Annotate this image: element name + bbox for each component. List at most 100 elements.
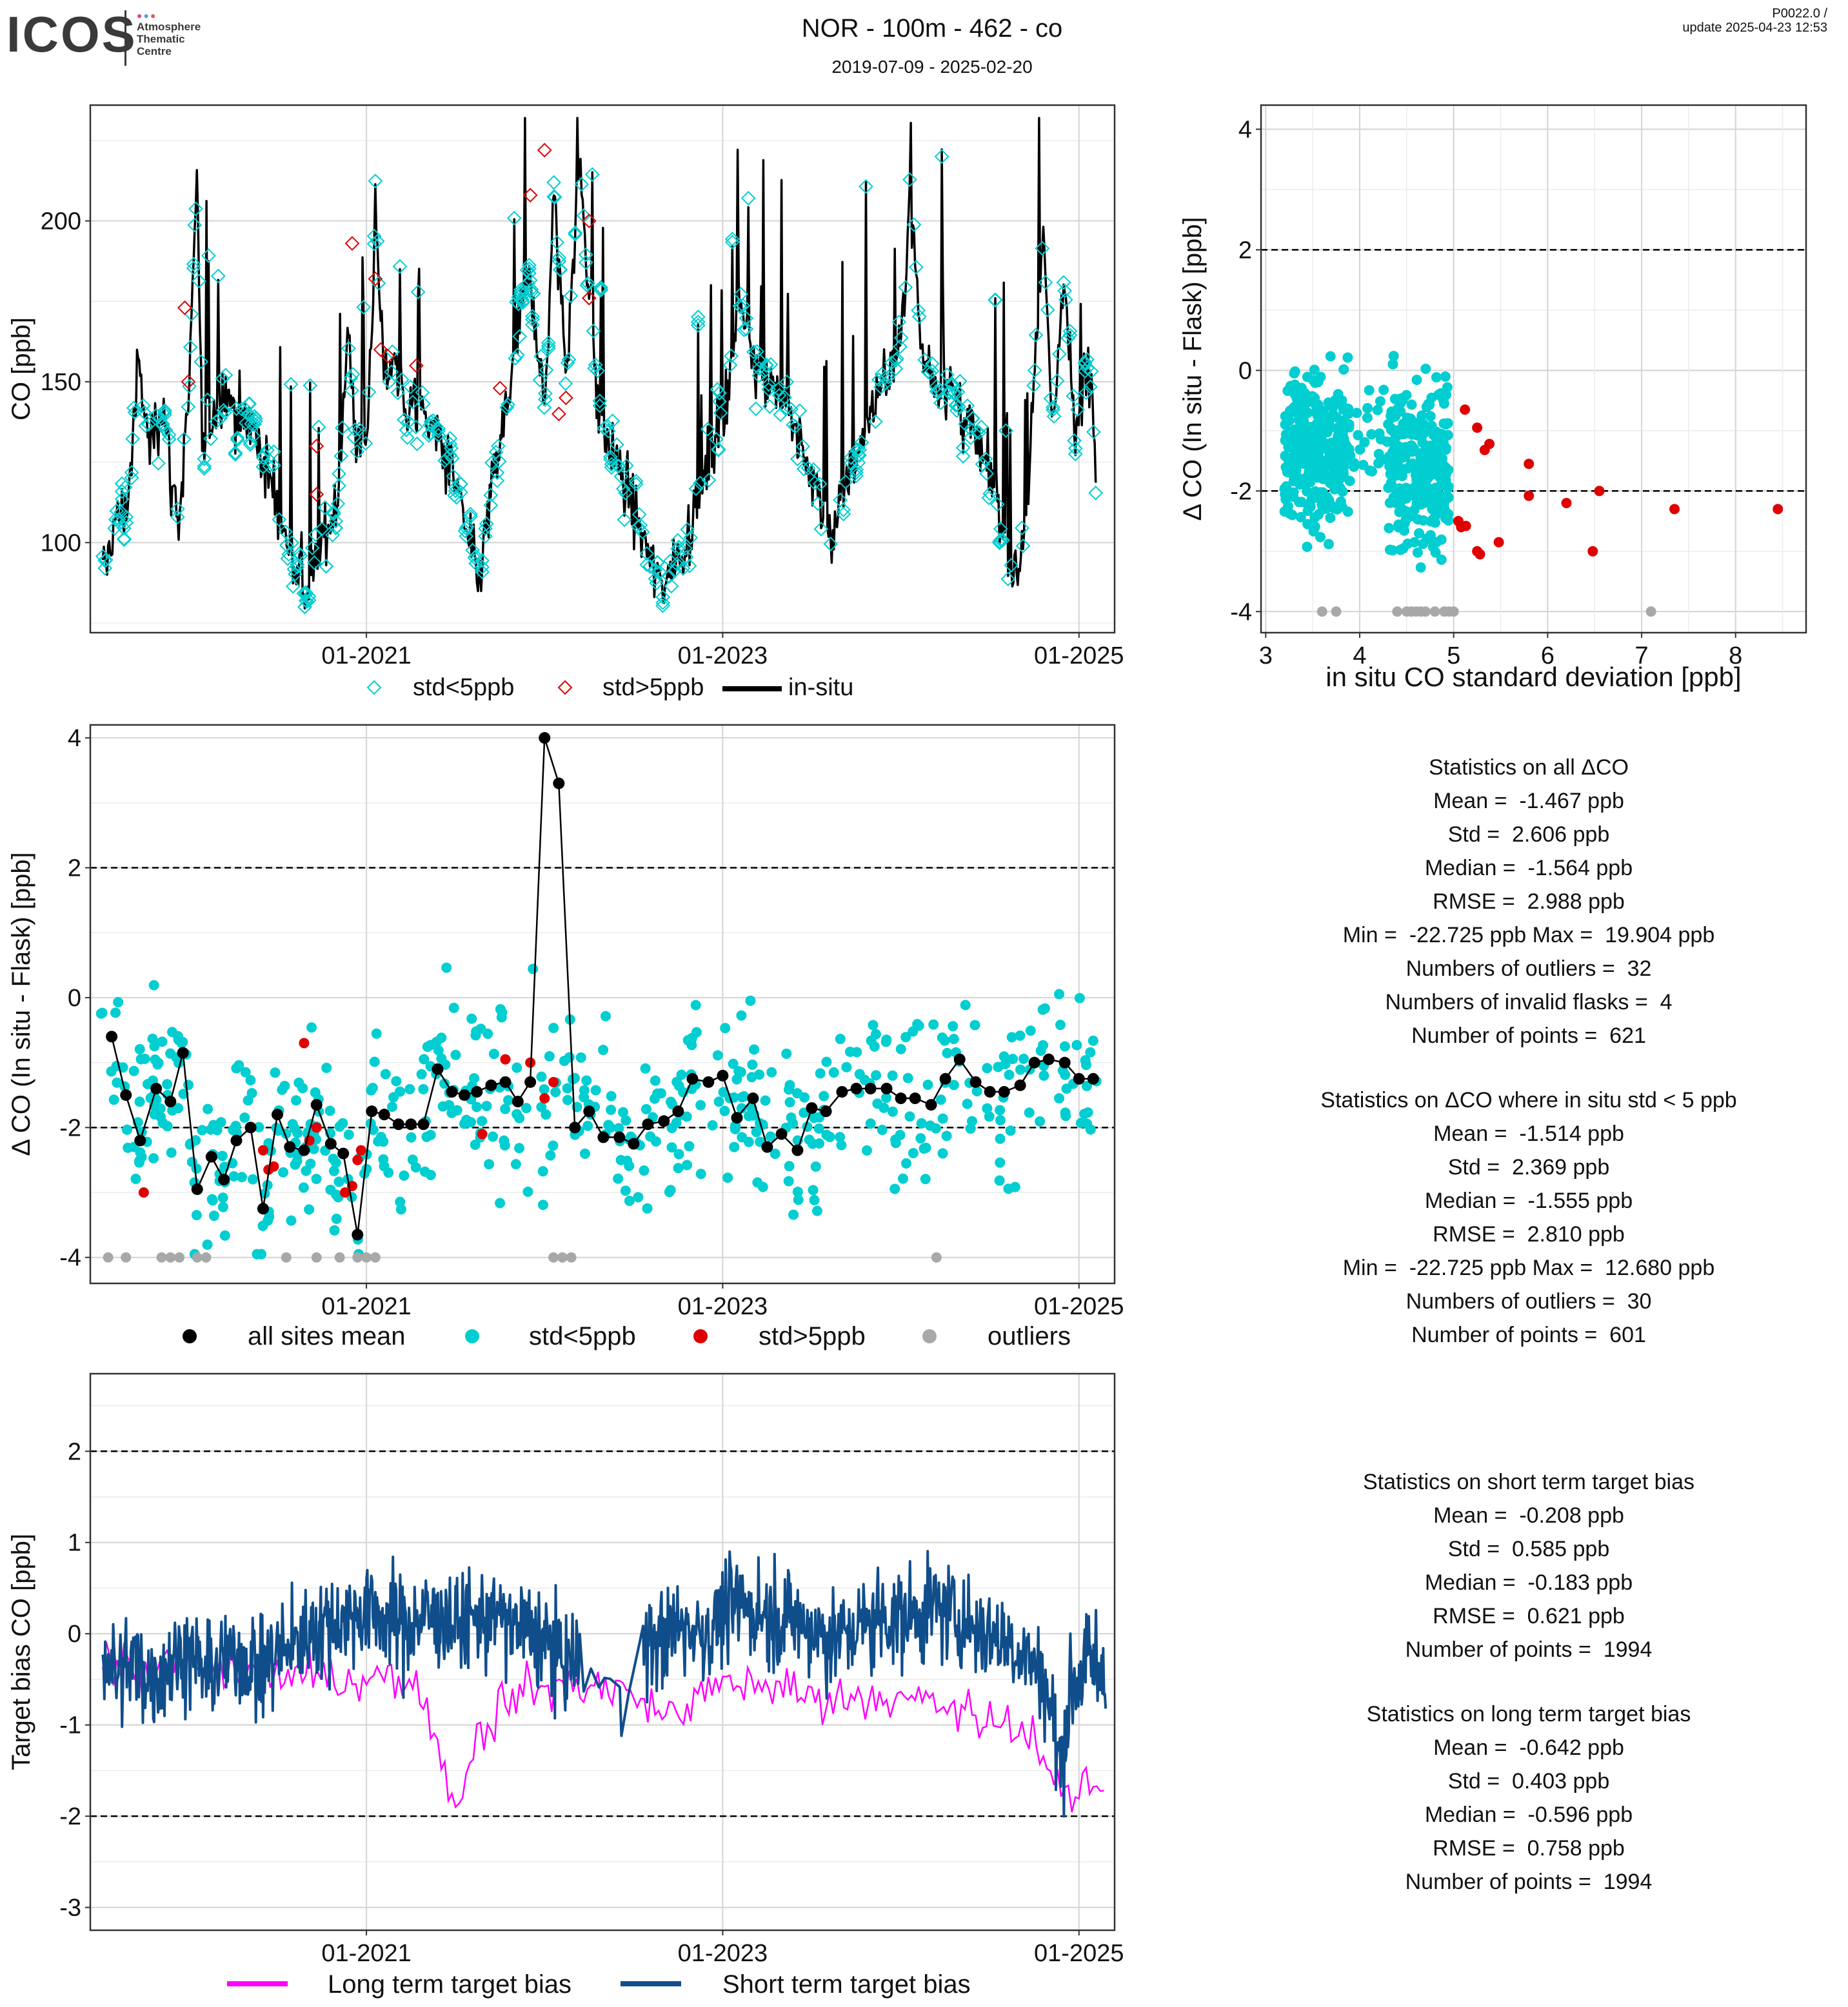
point-std-lt5 [545, 1150, 556, 1161]
panel-co_timeseries: 100 150 200 01-2021 01-2023 01-2025 CO [ppb] st… [7, 104, 1124, 701]
flask-std-lt5-marker [550, 235, 564, 250]
plot-area [1261, 105, 1806, 633]
point-std-lt5 [1387, 359, 1398, 370]
point-std-lt5 [119, 1081, 130, 1092]
stats-line: Median = -1.564 ppb [1424, 856, 1633, 880]
flask-std-lt5-marker [1070, 402, 1085, 417]
point-std-lt5 [361, 1163, 372, 1174]
stats-short-block: Statistics on short term target bias Mea… [1271, 1465, 1787, 1666]
point-std-lt5 [786, 1112, 797, 1123]
point-std-lt5 [809, 1194, 820, 1205]
point-mean [984, 1085, 996, 1098]
flask-std-lt5-marker [724, 232, 740, 247]
flask-std-gt5-marker [522, 188, 538, 203]
point-std-lt5 [1344, 419, 1355, 430]
flask-std-lt5-marker [299, 594, 315, 609]
flask-std-lt5-marker [806, 462, 821, 477]
logo-sub-line-3: Centre [137, 45, 172, 57]
point-std-lt5 [1337, 462, 1348, 473]
point-std-lt5 [913, 1020, 924, 1031]
point-std-lt5 [835, 1132, 846, 1143]
point-std-lt5 [186, 1156, 197, 1167]
point-mean [553, 777, 565, 789]
flask-std-lt5-marker [522, 273, 538, 288]
point-std-lt5 [1309, 364, 1320, 375]
flask-std-lt5-marker [244, 409, 259, 424]
point-std-lt5 [925, 1120, 936, 1131]
point-std-lt5 [728, 1058, 739, 1069]
legend-label-mean: all sites mean [248, 1322, 406, 1350]
flask-std-lt5-marker [186, 257, 201, 272]
point-std-lt5 [142, 1078, 153, 1089]
flask-std-lt5-marker [238, 415, 253, 431]
point-std-lt5 [747, 1059, 758, 1070]
flask-std-lt5-marker [670, 533, 686, 548]
point-mean [806, 1102, 818, 1114]
point-std-lt5 [431, 1036, 442, 1047]
flask-std-lt5-marker [690, 318, 706, 333]
flask-std-lt5-marker [280, 551, 295, 566]
flask-std-lt5-marker [609, 437, 624, 452]
flask-std-lt5-marker [95, 549, 110, 564]
point-std-lt5 [707, 1120, 718, 1131]
flask-std-lt5-marker [1066, 388, 1081, 404]
point-std-lt5 [606, 1104, 617, 1115]
flask-std-lt5-marker [155, 416, 170, 431]
flask-std-lt5-marker [459, 519, 475, 535]
legend-key-std-gt5 [557, 680, 573, 695]
flask-std-lt5-marker [230, 430, 245, 446]
legend-label-std-gt5: std>5ppb [602, 674, 704, 701]
point-std-lt5 [808, 1185, 819, 1196]
flask-std-lt5-marker [311, 419, 326, 435]
point-std-lt5 [1085, 1047, 1096, 1058]
flask-std-lt5-marker [849, 462, 864, 477]
flask-std-lt5-marker [982, 486, 998, 501]
flask-std-lt5-marker [593, 280, 608, 295]
y-tick-label: -2 [1230, 478, 1252, 505]
flask-std-lt5-marker [126, 400, 141, 416]
flask-std-lt5-marker [1014, 520, 1029, 536]
flask-std-lt5-marker [161, 427, 177, 442]
point-mean [499, 1076, 512, 1088]
point-std-lt5 [1382, 436, 1393, 447]
point-outlier [1331, 606, 1342, 617]
point-std-lt5 [880, 1092, 891, 1103]
point-std-lt5 [439, 1078, 450, 1089]
flask-std-lt5-marker [444, 440, 459, 456]
flask-std-lt5-marker [201, 248, 216, 263]
flask-std-lt5-marker [578, 255, 593, 270]
flask-std-lt5-marker [284, 535, 300, 550]
point-std-lt5 [665, 1096, 676, 1107]
flask-std-lt5-marker [522, 257, 537, 273]
flask-std-lt5-marker [541, 341, 556, 356]
point-std-lt5 [236, 1172, 247, 1183]
flask-std-lt5-marker [279, 538, 294, 553]
panel-border [89, 1372, 1116, 1932]
point-std-lt5 [613, 1173, 624, 1184]
flask-std-lt5-marker [877, 370, 893, 385]
point-std-lt5 [1342, 352, 1353, 363]
point-std-lt5 [719, 1105, 730, 1116]
stats-line: RMSE = 2.988 ppb [1433, 889, 1625, 914]
point-std-lt5 [620, 1185, 631, 1196]
flask-std-lt5-marker [713, 405, 728, 420]
point-std-lt5 [995, 1105, 1006, 1116]
point-mean [775, 1128, 788, 1140]
flask-std-lt5-marker [929, 379, 944, 394]
point-mean [747, 1092, 759, 1105]
flask-std-lt5-marker [670, 541, 686, 557]
point-std-lt5 [617, 1107, 628, 1118]
flask-std-lt5-marker [416, 396, 431, 411]
point-std-lt5 [1398, 428, 1409, 439]
flask-std-lt5-marker [605, 413, 621, 429]
flask-std-lt5-marker [995, 533, 1010, 548]
flask-std-lt5-marker [512, 329, 527, 344]
point-std-lt5 [395, 1196, 406, 1207]
point-mean [230, 1134, 243, 1147]
point-mean [458, 1089, 470, 1101]
point-std-lt5 [819, 1091, 830, 1102]
flask-std-lt5-marker [712, 393, 727, 409]
flask-std-lt5-marker [532, 372, 548, 388]
point-std-lt5 [290, 1095, 301, 1106]
point-std-lt5 [889, 1183, 900, 1194]
